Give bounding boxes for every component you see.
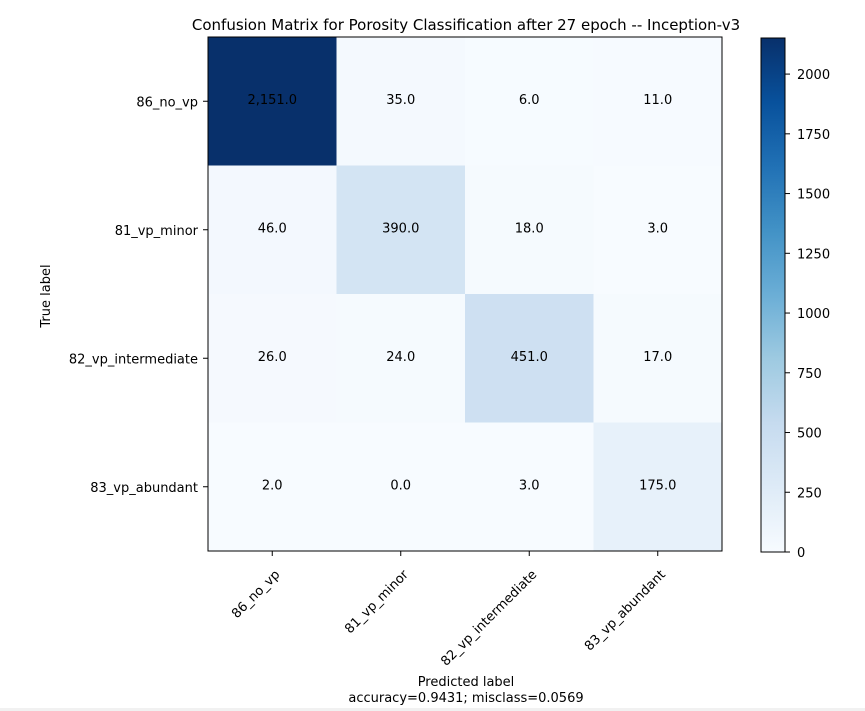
- cell-value-label: 26.0: [258, 350, 287, 365]
- x-tick-label: 81_vp_minor: [342, 567, 412, 637]
- colorbar-gradient: [760, 37, 786, 553]
- heatmap-cell: [593, 37, 722, 166]
- plot-frame: [207, 36, 723, 552]
- heatmap-cell: [336, 422, 465, 551]
- x-tick-label: 82_vp_intermediate: [438, 567, 540, 669]
- x-tick-label: 83_vp_abundant: [582, 567, 669, 654]
- matrix-layer: 2,151.0 35.0 6.0 11.0 46.0 390.0 18.0 3.0 26.0 24…: [207, 36, 723, 552]
- x-axis: 86_no_vp 81_vp_minor 82_vp_intermediate 83_…: [229, 551, 669, 669]
- heatmap-cell: [208, 165, 337, 294]
- colorbar-tick-label: 750: [797, 367, 822, 382]
- heatmap-cell: [465, 422, 594, 551]
- heatmap-cell: [208, 37, 337, 166]
- y-axis-label: True label: [39, 264, 54, 328]
- y-axis: 86_no_vp 81_vp_minor 82_vp_intermediate 83_…: [69, 95, 208, 496]
- cell-value-label: 17.0: [643, 350, 672, 365]
- y-tick-label: 83_vp_abundant: [90, 481, 198, 496]
- heatmap-cell: [593, 165, 722, 294]
- colorbar-tick-label: 1750: [797, 128, 830, 143]
- cell-value-label: 2,151.0: [247, 93, 297, 108]
- cell-value-label: 24.0: [386, 350, 415, 365]
- cell-value-label: 3.0: [647, 221, 668, 236]
- cell-value-label: 18.0: [515, 221, 544, 236]
- heatmap-cell: [465, 294, 594, 423]
- cell-value-label: 46.0: [258, 221, 287, 236]
- colorbar-tick-label: 0: [797, 546, 805, 561]
- heatmap-cell: [336, 165, 465, 294]
- colorbar-tick-label: 2000: [797, 68, 830, 83]
- x-axis-label: Predicted label: [418, 675, 515, 690]
- cell-value-label: 6.0: [519, 93, 540, 108]
- y-tick-label: 82_vp_intermediate: [69, 352, 198, 367]
- colorbar-tick-label: 500: [797, 427, 822, 442]
- colorbar-tick-label: 1000: [797, 307, 830, 322]
- bottom-divider: [0, 708, 865, 711]
- heatmap-cell: [465, 165, 594, 294]
- cell-value-label: 0.0: [390, 478, 411, 493]
- heatmap-cell: [593, 294, 722, 423]
- colorbar-tick-label: 250: [797, 486, 822, 501]
- heatmap-cell: [336, 37, 465, 166]
- y-tick-label: 86_no_vp: [136, 95, 198, 110]
- cell-value-label: 11.0: [643, 93, 672, 108]
- colorbar-tick-label: 1500: [797, 188, 830, 203]
- cell-value-label: 3.0: [519, 478, 540, 493]
- cell-value-label: 390.0: [382, 221, 419, 236]
- x-tick-label: 86_no_vp: [229, 567, 283, 621]
- y-tick-label: 81_vp_minor: [115, 224, 199, 239]
- heatmap-cell: [208, 294, 337, 423]
- cell-value-label: 2.0: [262, 478, 283, 493]
- colorbar-tick-label: 1250: [797, 247, 830, 262]
- heatmap-cell: [208, 422, 337, 551]
- heatmap-cell: [336, 294, 465, 423]
- cell-value-label: 35.0: [386, 93, 415, 108]
- chart-title: Confusion Matrix for Porosity Classifica…: [192, 16, 740, 34]
- heatmap-cell: [593, 422, 722, 551]
- cell-value-label: 451.0: [511, 350, 548, 365]
- heatmap-cell: [465, 37, 594, 166]
- colorbar: 0 250 500 750 1000 1250 1500 1750 2000: [760, 37, 830, 561]
- accuracy-summary: accuracy=0.9431; misclass=0.0569: [348, 691, 583, 706]
- cell-value-label: 175.0: [639, 478, 676, 493]
